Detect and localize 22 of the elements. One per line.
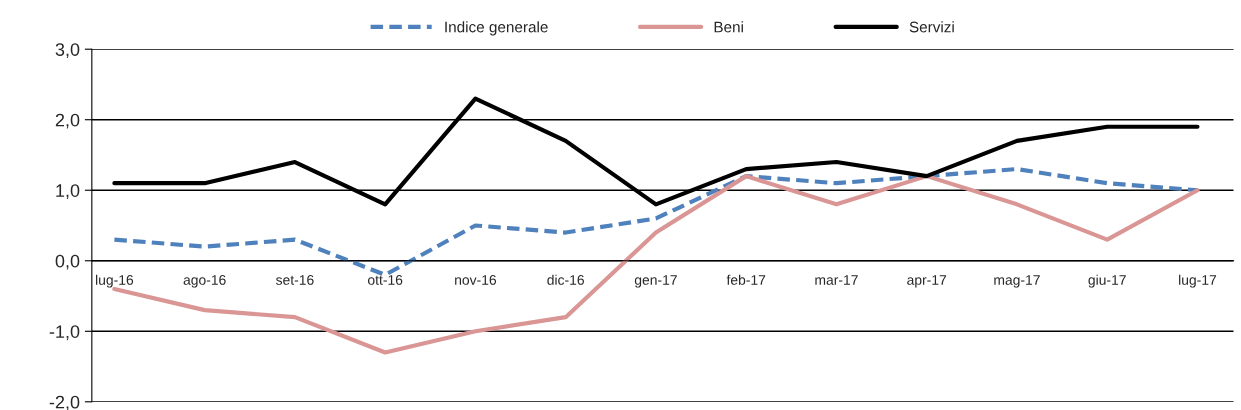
x-tick-label: gen-17 bbox=[634, 275, 677, 288]
x-tick-label: mag-17 bbox=[994, 275, 1040, 288]
x-tick-label: nov-16 bbox=[455, 275, 497, 285]
x-tick-label: set-16 bbox=[275, 275, 314, 285]
legend-label: Servizi bbox=[909, 21, 954, 33]
x-tick-label: ago-16 bbox=[183, 275, 226, 288]
x-tick-label: giu-17 bbox=[1088, 274, 1126, 288]
y-tick-label: 3,0 bbox=[55, 43, 80, 59]
y-tick-label: -2,0 bbox=[49, 395, 80, 410]
y-tick-label: 2,0 bbox=[55, 113, 80, 129]
legend-label: Beni bbox=[714, 21, 743, 33]
x-tick-label: dic-16 bbox=[547, 274, 584, 285]
x-tick-label: feb-17 bbox=[726, 274, 766, 285]
x-tick-label: ott-16 bbox=[367, 275, 403, 285]
y-tick-label: 1,0 bbox=[56, 184, 80, 200]
x-tick-label: lug-17 bbox=[1179, 274, 1217, 288]
y-tick-label: 0,0 bbox=[55, 254, 80, 270]
x-tick-label: lug-16 bbox=[96, 274, 134, 288]
x-tick-label: mar-17 bbox=[815, 275, 858, 285]
legend-label: Indice generale bbox=[445, 21, 548, 36]
y-tick-label: -1,0 bbox=[49, 325, 80, 341]
x-tick-label: apr-17 bbox=[907, 275, 947, 288]
